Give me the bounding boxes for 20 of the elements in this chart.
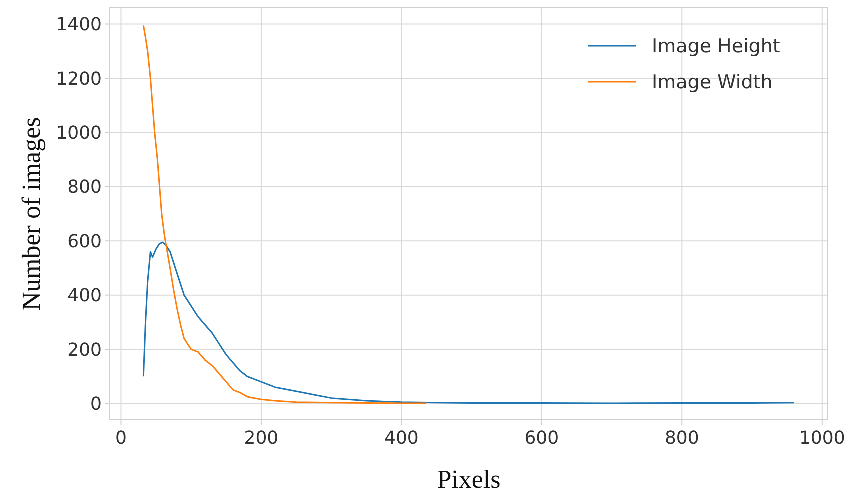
y-tick-label: 0: [90, 394, 102, 416]
y-tick-label: 1000: [56, 122, 102, 144]
x-tick-label: 200: [244, 428, 279, 449]
x-tick-label: 1000: [799, 428, 846, 449]
x-tick-label: 0: [115, 428, 127, 449]
line-series: [142, 24, 427, 404]
y-tick-label: 200: [68, 340, 102, 361]
legend-label: Image Height: [652, 36, 780, 58]
y-tick-label: 1400: [56, 14, 102, 36]
x-tick-label: 600: [524, 428, 560, 449]
legend-label: Image Width: [652, 72, 773, 94]
y-tick-label: 600: [68, 231, 102, 252]
y-axis-title: Number of images: [17, 117, 46, 311]
y-tick-label: 800: [68, 177, 102, 198]
y-tick-label: 1200: [56, 68, 102, 90]
x-tick-label: 800: [664, 428, 700, 449]
x-tick-label: 400: [384, 428, 419, 449]
x-axis-title: Pixels: [437, 465, 501, 494]
line-series: [142, 242, 796, 404]
y-tick-label: 400: [68, 286, 102, 307]
